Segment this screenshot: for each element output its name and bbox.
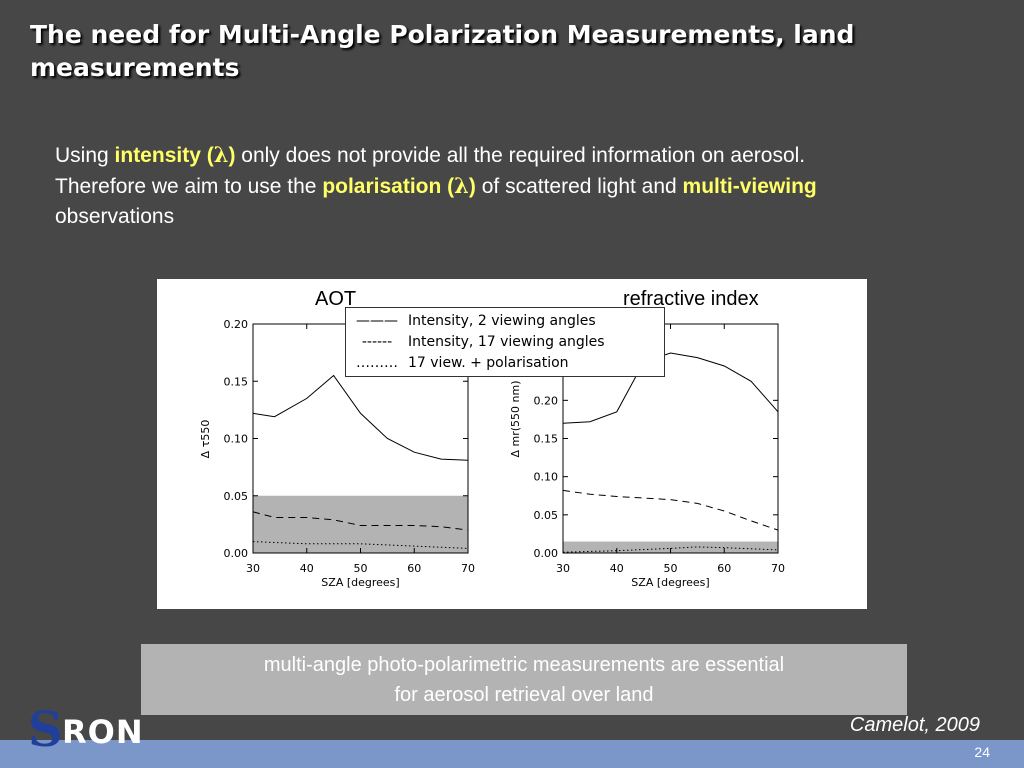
lambda-symbol: λ [454, 173, 469, 198]
chart-2-series-solid-line [562, 352, 779, 424]
chart-legend: ——— Intensity, 2 viewing angles ------ Int… [345, 307, 665, 377]
legend-label: 17 view. + polarisation [408, 355, 569, 371]
chart-2-x-tick-label: 50 [664, 562, 678, 575]
intro-text-1: Using [55, 144, 115, 167]
chart-1-x-tick-label: 30 [246, 562, 260, 575]
chart-1-x-tick-label: 70 [461, 562, 475, 575]
chart-1-x-axis-label: SZA [degrees] [321, 576, 399, 589]
legend-entry-dashed: ------ Intensity, 17 viewing angles [346, 332, 605, 352]
slide-title: The need for Multi-Angle Polarization Me… [30, 20, 855, 82]
legend-entry-solid: ——— Intensity, 2 viewing angles [346, 311, 596, 331]
legend-marker-dotted: ……… [356, 355, 398, 371]
chart-2-y-tick-label: 0.10 [534, 471, 559, 484]
legend-marker-dashed: ------ [361, 334, 393, 350]
chart-1-shaded-band [253, 495, 468, 553]
chart-2-y-axis-label: Δ mr(550 nm) [509, 380, 522, 457]
conclusion-box: multi-angle photo-polarimetric measureme… [141, 644, 907, 715]
logo-s: S [28, 702, 63, 758]
chart-1-series-dashed-line [252, 511, 469, 531]
chart-1-y-tick-label: 0.00 [224, 547, 249, 560]
conclusion-line-2: for aerosol retrieval over land [394, 683, 654, 706]
chart-1-y-tick-label: 0.05 [224, 490, 249, 503]
bottom-bar: 24 [0, 740, 1024, 768]
legend-entry-dotted: ……… 17 view. + polarisation [346, 353, 569, 373]
chart-2-x-axis-label: SZA [degrees] [631, 576, 709, 589]
intro-text-3: of scattered light and [475, 175, 683, 198]
highlight-polarisation: polarisation (λ) [322, 173, 476, 198]
page-number: 24 [974, 744, 990, 760]
chart-1-x-tick-label: 60 [407, 562, 421, 575]
intro-paragraph: Using intensity (λ) only does not provid… [55, 140, 855, 232]
chart-2-x-tick-label: 40 [610, 562, 624, 575]
citation: Camelot, 2009 [849, 714, 980, 736]
chart-title-aot: AOT [315, 288, 357, 310]
chart-1-x-tick-label: 40 [300, 562, 314, 575]
highlight-intensity: intensity (λ) [114, 142, 236, 167]
chart-2-x-tick-label: 30 [556, 562, 570, 575]
chart-1-y-axis-label: Δ τ550 [199, 420, 212, 459]
lambda-symbol: λ [213, 142, 229, 167]
chart-2-y-tick-label: 0.00 [534, 547, 559, 560]
highlight-multi-viewing: multi-viewing [682, 175, 817, 198]
chart-2-y-tick-label: 0.15 [534, 433, 559, 446]
intro-text-2: only does not provide all the required i… [55, 144, 806, 198]
legend-label: Intensity, 2 viewing angles [408, 313, 596, 329]
chart-2-y-tick-label: 0.05 [534, 509, 559, 522]
chart-1-y-tick-label: 0.20 [224, 318, 249, 331]
figure-panel: 30 40 50 60 70 0.00 0.05 0.10 0.15 0.20 SZA [degre… [157, 279, 867, 609]
chart-1-x-tick-label: 50 [354, 562, 368, 575]
chart-2-shaded-band [563, 541, 778, 553]
chart-1-series-solid-line [252, 374, 469, 461]
chart-2-x-tick-label: 70 [771, 562, 785, 575]
chart-1-y-tick-label: 0.15 [224, 375, 249, 388]
legend-label: Intensity, 17 viewing angles [408, 334, 605, 350]
chart-2-series-dashed-line [562, 489, 779, 531]
chart-1-y-tick-label: 0.10 [224, 433, 249, 446]
logo-ron: RON [62, 713, 144, 751]
legend-marker-solid: ——— [356, 313, 398, 329]
charts-svg: 30 40 50 60 70 0.00 0.05 0.10 0.15 0.20 SZA [degre… [199, 318, 785, 589]
chart-2-y-tick-label: 0.20 [534, 394, 559, 407]
chart-title-refractive-index: refractive index [623, 288, 759, 310]
chart-2-series-dotted-line [562, 546, 779, 553]
chart-2-x-tick-label: 60 [717, 562, 731, 575]
intro-text-4: observations [55, 205, 175, 228]
conclusion-line-1: multi-angle photo-polarimetric measureme… [263, 653, 785, 676]
